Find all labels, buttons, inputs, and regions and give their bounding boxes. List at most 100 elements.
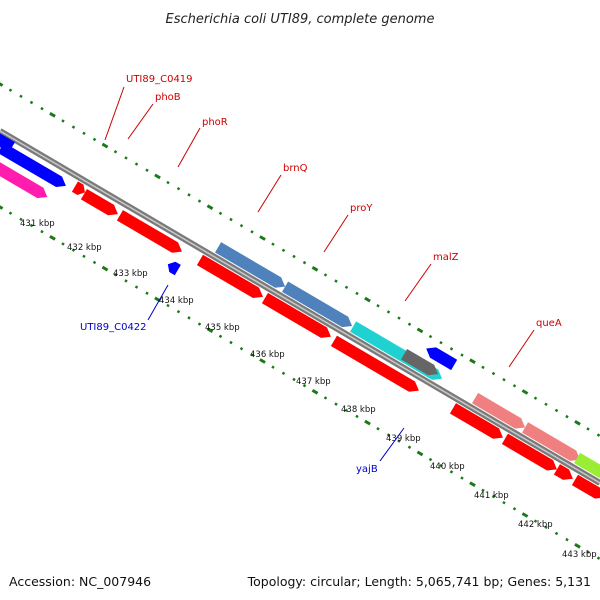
minor-tick [596, 433, 600, 437]
minor-tick [586, 427, 590, 431]
minor-tick [19, 217, 23, 222]
minor-tick [449, 347, 454, 351]
minor-tick [239, 223, 244, 228]
feature-track [0, 130, 600, 499]
minor-tick [323, 273, 328, 277]
minor-tick [134, 162, 139, 166]
kbp-label: 435 kbp [205, 323, 240, 333]
major-tick [154, 173, 161, 180]
minor-tick [166, 303, 170, 308]
gene-arrow [0, 130, 15, 153]
gene-arrow [215, 242, 286, 288]
gene-label-queA: queA [536, 318, 562, 329]
major-tick [259, 358, 266, 364]
major-tick [49, 234, 56, 241]
gene-label-group: UTI89_C0419 phoB phoR brnQ proY malZ que… [80, 74, 562, 475]
minor-tick [323, 396, 328, 400]
gene-arrow [472, 392, 526, 429]
leader-line-brnQ [257, 174, 282, 213]
gene-arrow [553, 464, 573, 480]
minor-tick [187, 193, 191, 197]
minor-tick [250, 353, 254, 357]
minor-tick [565, 537, 569, 542]
major-tick [574, 542, 581, 549]
minor-tick [124, 156, 128, 160]
major-tick [416, 450, 424, 457]
minor-tick [460, 476, 464, 480]
gene-arrow [116, 210, 182, 253]
kbp-label: 441 kbp [474, 491, 509, 501]
minor-tick [61, 119, 65, 123]
gene-arrow [0, 142, 66, 188]
minor-tick [229, 340, 233, 345]
major-tick [101, 142, 109, 149]
minor-tick [8, 88, 13, 92]
kbp-label: 439 kbp [386, 434, 421, 444]
minor-tick [40, 229, 44, 234]
minor-tick [544, 525, 548, 530]
gene-arrow [571, 474, 600, 499]
minor-tick [355, 414, 359, 419]
minor-tick [334, 279, 338, 283]
major-tick [0, 82, 4, 87]
gene-label-UTI89_C0419: UTI89_C0419 [126, 74, 193, 85]
gene-arrow [282, 281, 353, 328]
minor-tick [481, 365, 485, 370]
minor-tick [197, 199, 202, 203]
gene-arrow [401, 348, 439, 376]
major-tick [49, 111, 56, 118]
kbp-label: 434 kbp [159, 296, 194, 306]
minor-tick [397, 439, 401, 443]
minor-tick [344, 408, 349, 412]
minor-tick [533, 396, 538, 400]
minor-tick [82, 254, 86, 258]
major-tick [469, 358, 476, 365]
leader-line-phoB [127, 103, 154, 140]
kbp-label: 442 kbp [518, 520, 553, 530]
major-tick [521, 389, 529, 395]
gene-arrow [80, 188, 118, 216]
minor-tick [166, 180, 170, 185]
gene-label-UTI89_C0422: UTI89_C0422 [80, 322, 147, 333]
major-tick [0, 205, 4, 210]
minor-tick [229, 217, 233, 222]
minor-tick [92, 137, 97, 142]
minor-tick [40, 106, 44, 111]
minor-tick [334, 402, 338, 406]
kbp-label: 433 kbp [113, 269, 148, 279]
minor-tick [145, 291, 149, 295]
minor-tick [554, 531, 559, 536]
minor-tick [61, 242, 65, 246]
kbp-label: 436 kbp [250, 350, 285, 360]
gene-label-phoB: phoB [155, 92, 181, 103]
kbp-label: 431 kbp [20, 219, 55, 229]
kbp-label-group: 431 kbp 432 kbp 433 kbp 434 kbp 435 kbp … [20, 219, 597, 560]
minor-tick [176, 310, 181, 314]
minor-tick [71, 248, 76, 252]
gene-label-brnQ: brnQ [283, 163, 308, 174]
leader-line-proY [323, 214, 349, 253]
gene-arrow [167, 261, 181, 276]
gene-arrow [449, 403, 503, 439]
kbp-label: 438 kbp [341, 405, 376, 415]
minor-tick [124, 279, 128, 283]
minor-tick [596, 556, 600, 560]
major-tick [259, 235, 266, 241]
leader-line-UTI89_C0422 [147, 284, 169, 321]
major-tick [311, 265, 319, 272]
gene-label-yajB: yajB [356, 464, 378, 475]
minor-tick [502, 500, 506, 505]
leader-line-phoR [177, 127, 201, 168]
minor-tick [512, 384, 517, 388]
inner-tick-ring [0, 205, 600, 560]
minor-tick [355, 291, 359, 296]
kbp-label: 443 kbp [562, 550, 597, 560]
kbp-label: 432 kbp [67, 243, 102, 253]
minor-tick [92, 260, 97, 265]
leader-line-UTI89_C0419 [104, 86, 125, 141]
minor-tick [302, 260, 307, 265]
minor-tick [502, 377, 506, 382]
minor-tick [292, 377, 296, 382]
minor-tick [407, 445, 412, 449]
